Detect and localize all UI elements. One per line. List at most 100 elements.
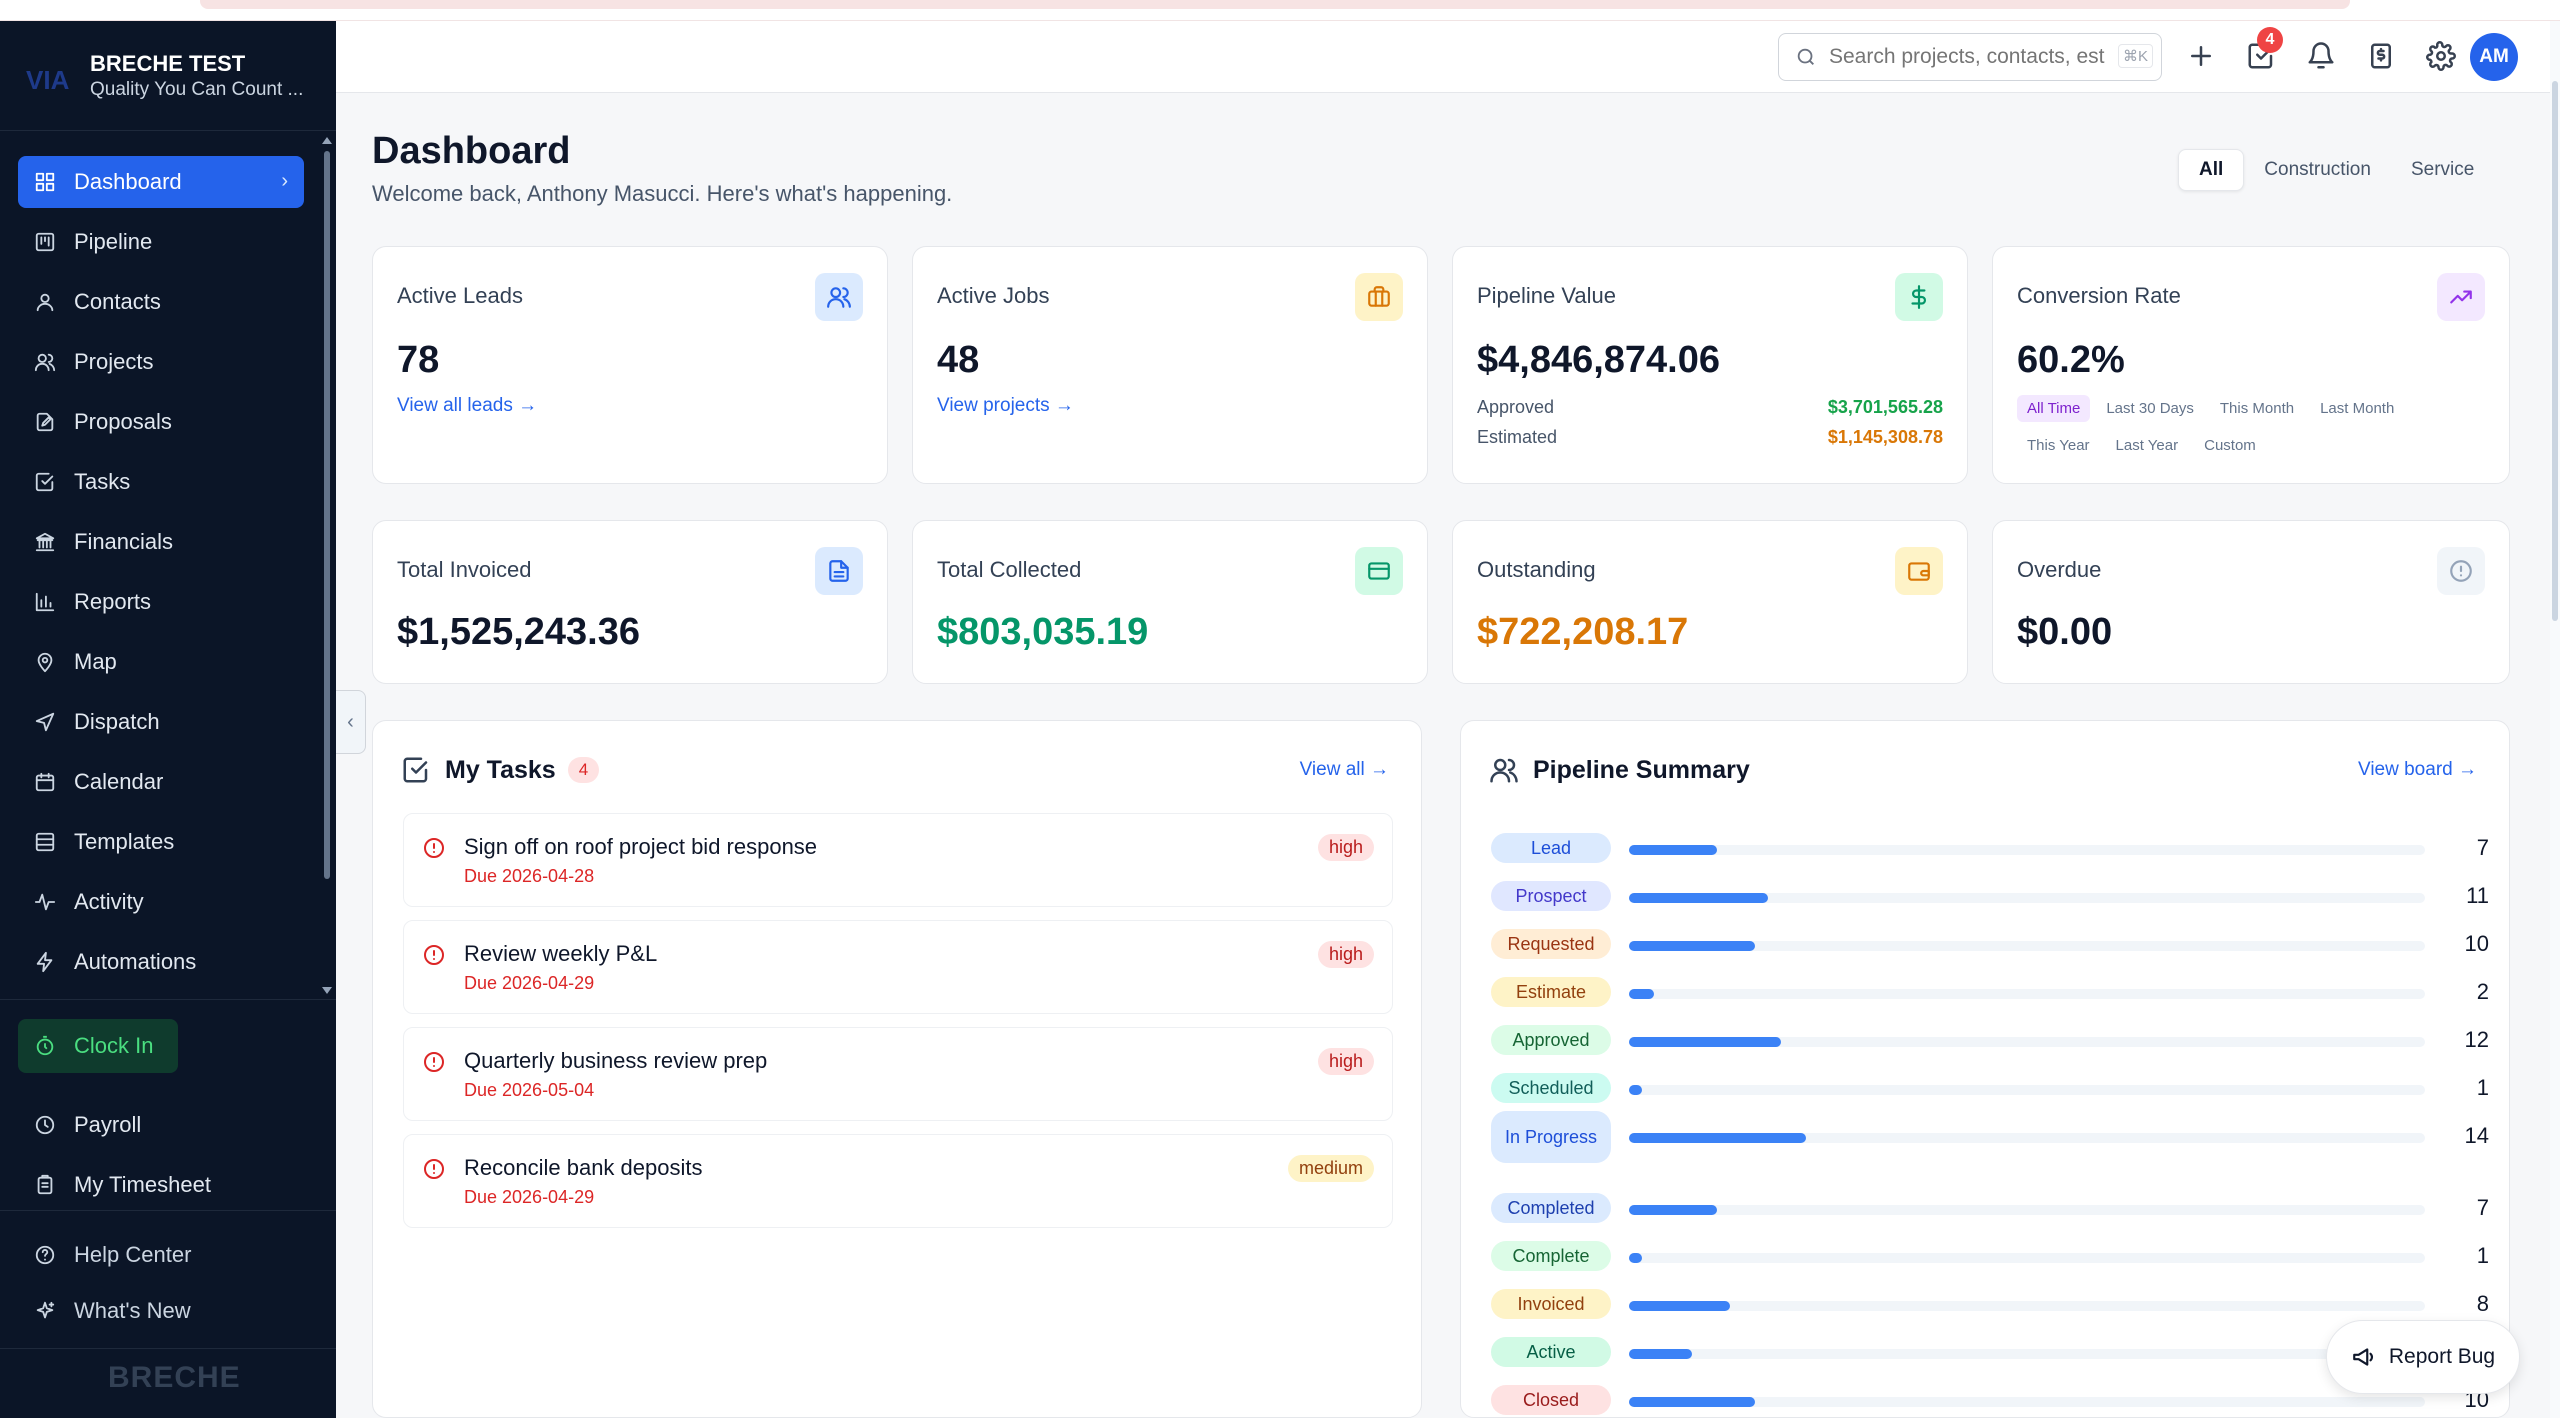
- users-icon: [1490, 758, 1518, 783]
- sidebar-item-tasks[interactable]: Tasks: [18, 456, 304, 508]
- range-this-month[interactable]: This Month: [2219, 400, 2295, 417]
- sidebar-item-calendar[interactable]: Calendar: [18, 756, 304, 808]
- card-icon-box: [815, 547, 863, 595]
- my-tasks-panel: My Tasks 4 View all → Sign off on roof p…: [372, 720, 1422, 1418]
- sidebar-item-proposals[interactable]: Proposals: [18, 396, 304, 448]
- pipeline-stage-row[interactable]: In Progress 14: [1491, 1111, 2491, 1163]
- stage-progress-track: [1629, 1085, 2425, 1095]
- sidebar-item-automations[interactable]: Automations: [18, 936, 304, 988]
- user-avatar[interactable]: AM: [2470, 33, 2518, 81]
- pipeline-stage-row[interactable]: Scheduled 1: [1491, 1069, 2491, 1109]
- clock-in-button[interactable]: Clock In: [18, 1019, 178, 1073]
- global-search[interactable]: ⌘K: [1778, 33, 2162, 81]
- pipeline-stage-row[interactable]: Complete 1: [1491, 1237, 2491, 1277]
- view-all-leads-link[interactable]: View all leads →: [397, 395, 538, 416]
- add-button[interactable]: [2186, 41, 2218, 73]
- sidebar-item-contacts[interactable]: Contacts: [18, 276, 304, 328]
- page-scrollbar[interactable]: [2550, 21, 2560, 1418]
- company-logo-icon: VIA: [26, 65, 70, 95]
- task-item[interactable]: Reconcile bank deposits Due 2026-04-29 m…: [403, 1134, 1393, 1228]
- brand-header[interactable]: VIA BRECHE TEST Quality You Can Count ..…: [0, 21, 336, 131]
- range-last-month[interactable]: Last Month: [2320, 400, 2395, 417]
- check-square-icon: [35, 472, 54, 492]
- filter-service[interactable]: Service: [2410, 159, 2475, 180]
- range-all-time[interactable]: All Time: [2017, 395, 2091, 422]
- sidebar-item-my-timesheet[interactable]: My Timesheet: [18, 1159, 304, 1211]
- filter-all[interactable]: All: [2178, 149, 2245, 191]
- stage-progress-track: [1629, 1349, 2425, 1359]
- stage-progress-fill: [1629, 1349, 1692, 1359]
- layout-icon: [35, 832, 55, 852]
- task-item[interactable]: Review weekly P&L Due 2026-04-29 high: [403, 920, 1393, 1014]
- sidebar-item-pipeline[interactable]: Pipeline: [18, 216, 304, 268]
- sidebar-item-map[interactable]: Map: [18, 636, 304, 688]
- range-last-30-days[interactable]: Last 30 Days: [2106, 400, 2194, 417]
- search-input[interactable]: [1829, 45, 2119, 69]
- pipeline-stage-row[interactable]: Estimate 2: [1491, 973, 2491, 1013]
- pipeline-stage-row[interactable]: Prospect 11: [1491, 877, 2491, 917]
- sidebar-item-dispatch[interactable]: Dispatch: [18, 696, 304, 748]
- stage-progress-track: [1629, 845, 2425, 855]
- billing-button[interactable]: [2366, 41, 2398, 73]
- sidebar-item-templates[interactable]: Templates: [18, 816, 304, 868]
- stage-count: 7: [2476, 835, 2489, 860]
- top-strip-bar: [200, 0, 2350, 9]
- pipeline-stage-row[interactable]: Requested 10: [1491, 925, 2491, 965]
- view-board-link[interactable]: View board →: [2358, 759, 2477, 781]
- sidebar-item-financials[interactable]: Financials: [18, 516, 304, 568]
- sidebar-collapse-button[interactable]: ‹: [336, 690, 366, 754]
- user-icon: [36, 293, 54, 312]
- pipeline-stage-row[interactable]: Active5: [1491, 1333, 2491, 1373]
- scroll-down-arrow-icon[interactable]: [322, 987, 332, 994]
- sidebar-scrollbar[interactable]: [322, 137, 332, 1007]
- search-shortcut: ⌘K: [2117, 44, 2153, 68]
- sidebar-item-label: Tasks: [74, 469, 131, 494]
- main-nav: Dashboard › Pipeline Contacts Projects P…: [18, 156, 304, 996]
- sidebar-item-reports[interactable]: Reports: [18, 576, 304, 628]
- page-scroll-thumb[interactable]: [2552, 81, 2558, 621]
- estimated-label: Estimated: [1477, 427, 1558, 447]
- bar-chart-icon: [35, 592, 55, 612]
- scroll-up-arrow-icon[interactable]: [322, 137, 332, 144]
- chevron-left-icon: ‹: [347, 710, 354, 733]
- notifications-button[interactable]: [2306, 41, 2338, 73]
- grid-icon: [35, 172, 55, 192]
- clock-in-label: Clock In: [74, 1033, 154, 1058]
- pipeline-stage-row[interactable]: Approved 12: [1491, 1021, 2491, 1061]
- sidebar-item-label: Map: [74, 649, 117, 674]
- pipeline-stage-row[interactable]: Completed 7: [1491, 1189, 2491, 1229]
- sidebar-item-projects[interactable]: Projects: [18, 336, 304, 388]
- report-bug-button[interactable]: Report Bug: [2326, 1320, 2520, 1394]
- pipeline-stage-row[interactable]: Lead 7: [1491, 829, 2491, 869]
- sidebar-item-payroll[interactable]: Payroll: [18, 1099, 304, 1151]
- sidebar-divider: [0, 1210, 336, 1211]
- conversion-rate-card: Conversion Rate 60.2% All Time Last 30 D…: [1992, 246, 2510, 484]
- card-icon-box: [1355, 273, 1403, 321]
- range-custom[interactable]: Custom: [2204, 437, 2256, 454]
- settings-button[interactable]: [2426, 41, 2458, 73]
- sidebar-item-label: Projects: [74, 349, 154, 374]
- sidebar-item-whats-new[interactable]: What's New: [18, 1286, 304, 1336]
- sidebar-item-label: Activity: [74, 889, 144, 914]
- stage-progress-fill: [1629, 1037, 1781, 1047]
- sidebar-item-label: Help Center: [74, 1242, 192, 1267]
- range-last-year[interactable]: Last Year: [2115, 437, 2179, 454]
- card-icon-box: [2437, 273, 2485, 321]
- sidebar-item-help-center[interactable]: Help Center: [18, 1230, 304, 1280]
- sidebar-scroll-thumb[interactable]: [324, 151, 330, 879]
- sidebar-item-activity[interactable]: Activity: [18, 876, 304, 928]
- pipeline-stage-row[interactable]: Invoiced 8: [1491, 1285, 2491, 1325]
- range-this-year[interactable]: This Year: [2027, 437, 2090, 454]
- users-icon: [34, 353, 56, 372]
- browser-top-strip: [0, 0, 2560, 21]
- stage-progress-fill: [1629, 1085, 1642, 1095]
- users-icon: [827, 287, 851, 308]
- filter-construction[interactable]: Construction: [2264, 159, 2371, 180]
- view-all-tasks-link[interactable]: View all →: [1300, 759, 1389, 781]
- task-item[interactable]: Sign off on roof project bid response Du…: [403, 813, 1393, 907]
- task-due-date: Due 2026-05-04: [464, 1080, 595, 1100]
- sidebar-item-dashboard[interactable]: Dashboard ›: [18, 156, 304, 208]
- bank-icon: [35, 532, 55, 552]
- task-item[interactable]: Quarterly business review prep Due 2026-…: [403, 1027, 1393, 1121]
- view-projects-link[interactable]: View projects →: [937, 395, 1074, 416]
